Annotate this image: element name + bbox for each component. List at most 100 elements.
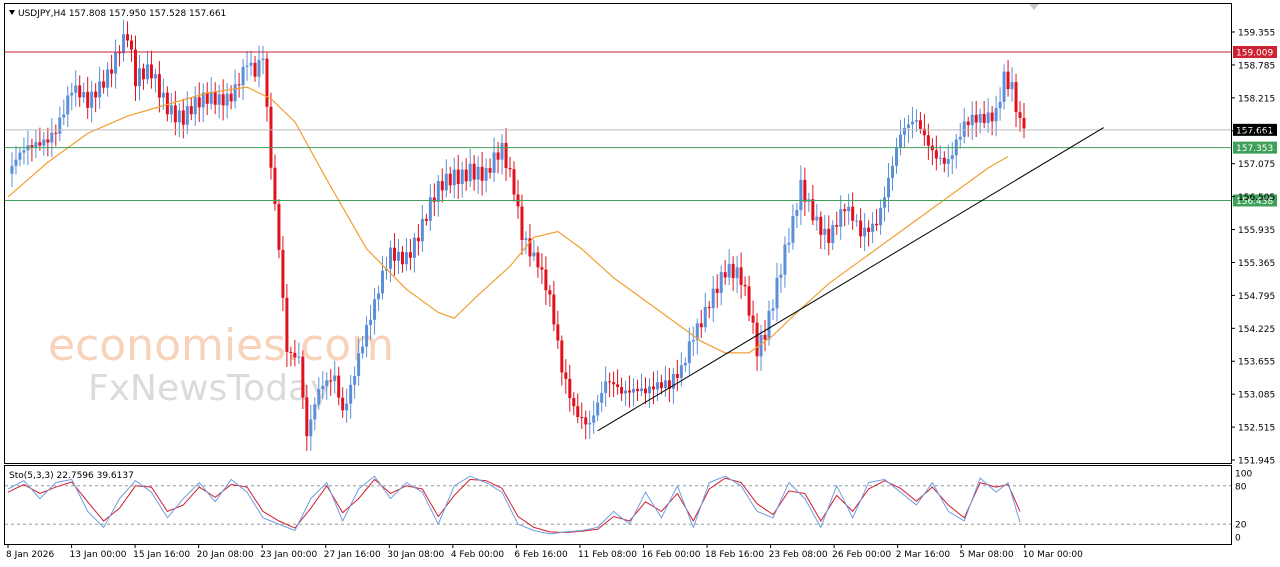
bull-candle bbox=[321, 386, 325, 390]
watermark-fxnewstoday: FxNewsToday bbox=[88, 368, 331, 409]
bull-candle bbox=[596, 402, 600, 416]
y-tick-label: 155.935 bbox=[1238, 226, 1275, 236]
y-tick-label: 157.075 bbox=[1238, 160, 1275, 170]
stoch-main-line bbox=[7, 475, 1021, 535]
bear-candle bbox=[739, 267, 743, 285]
bull-candle bbox=[428, 197, 432, 221]
bear-candle bbox=[715, 288, 719, 293]
bear-candle bbox=[966, 121, 970, 126]
bear-candle bbox=[508, 167, 512, 170]
bull-candle bbox=[711, 288, 715, 309]
bear-candle bbox=[743, 284, 747, 287]
bull-candle bbox=[345, 403, 349, 411]
stoch-tick-label: 0 bbox=[1235, 534, 1241, 544]
bear-candle bbox=[440, 181, 444, 191]
bull-candle bbox=[333, 375, 337, 381]
bull-candle bbox=[759, 334, 763, 357]
bear-candle bbox=[273, 167, 277, 205]
bear-candle bbox=[400, 251, 404, 265]
bear-candle bbox=[301, 356, 305, 398]
bear-candle bbox=[277, 204, 281, 250]
bear-candle bbox=[46, 139, 50, 143]
bull-candle bbox=[22, 150, 26, 153]
bull-candle bbox=[34, 142, 38, 148]
bull-candle bbox=[388, 247, 392, 269]
bear-candle bbox=[181, 110, 185, 125]
bear-candle bbox=[265, 58, 269, 107]
y-tick-label: 159.355 bbox=[1238, 29, 1275, 39]
bear-candle bbox=[811, 199, 815, 221]
symbol-header: USDJPY,H4 157.808 157.950 157.528 157.66… bbox=[18, 9, 226, 19]
bear-candle bbox=[1018, 112, 1022, 118]
support-level-label: 156.438 bbox=[1236, 197, 1273, 207]
bull-candle bbox=[767, 310, 771, 340]
bull-candle bbox=[883, 197, 887, 208]
bear-candle bbox=[512, 169, 516, 195]
bull-candle bbox=[938, 157, 942, 159]
bear-candle bbox=[659, 382, 663, 389]
bull-candle bbox=[895, 148, 899, 166]
bull-candle bbox=[460, 169, 464, 184]
bull-candle bbox=[309, 419, 313, 437]
bull-candle bbox=[906, 124, 910, 128]
bull-candle bbox=[257, 60, 261, 77]
main-panel-frame bbox=[4, 3, 1232, 464]
symbol-dropdown-icon[interactable] bbox=[9, 10, 15, 15]
bear-candle bbox=[86, 91, 90, 108]
bull-candle bbox=[313, 404, 317, 420]
bear-candle bbox=[289, 351, 293, 353]
bull-candle bbox=[106, 69, 110, 88]
y-tick-label: 155.365 bbox=[1238, 259, 1275, 269]
bear-candle bbox=[237, 84, 241, 86]
bull-candle bbox=[986, 112, 990, 123]
bull-candle bbox=[902, 127, 906, 135]
bear-candle bbox=[341, 397, 345, 411]
bear-candle bbox=[221, 94, 225, 106]
bull-candle bbox=[600, 392, 604, 403]
bear-candle bbox=[568, 378, 572, 399]
bear-candle bbox=[636, 388, 640, 392]
x-tick-label: 23 Jan 00:00 bbox=[260, 550, 317, 560]
bull-candle bbox=[353, 376, 357, 385]
bear-candle bbox=[755, 322, 759, 357]
bear-candle bbox=[608, 381, 612, 383]
bull-candle bbox=[727, 263, 731, 278]
bear-candle bbox=[520, 206, 524, 240]
chart-shift-marker[interactable] bbox=[1029, 4, 1039, 10]
bull-candle bbox=[145, 64, 149, 80]
bear-candle bbox=[747, 286, 751, 316]
stoch-tick-label: 100 bbox=[1235, 470, 1252, 480]
stoch-signal-line bbox=[7, 477, 1021, 534]
bull-candle bbox=[671, 374, 675, 389]
bull-candle bbox=[978, 114, 982, 123]
bull-candle bbox=[683, 362, 687, 366]
support-trendline[interactable] bbox=[597, 127, 1104, 432]
bull-candle bbox=[1010, 82, 1014, 90]
bear-candle bbox=[552, 294, 556, 325]
bear-candle bbox=[157, 74, 161, 98]
bull-candle bbox=[42, 139, 46, 146]
y-tick-label: 153.655 bbox=[1238, 358, 1275, 368]
x-tick-label: 26 Feb 00:00 bbox=[832, 550, 891, 560]
bull-candle bbox=[962, 121, 966, 137]
x-tick-label: 27 Jan 16:00 bbox=[324, 550, 381, 560]
bull-candle bbox=[70, 92, 74, 96]
bull-candle bbox=[201, 92, 205, 108]
bear-candle bbox=[926, 135, 930, 146]
bear-candle bbox=[528, 238, 532, 257]
bull-candle bbox=[153, 74, 157, 79]
x-tick-label: 15 Jan 16:00 bbox=[133, 550, 190, 560]
bull-candle bbox=[365, 325, 369, 347]
current-level-label: 157.661 bbox=[1236, 126, 1273, 136]
bull-candle bbox=[177, 110, 181, 123]
bull-candle bbox=[831, 225, 835, 244]
bear-candle bbox=[580, 417, 584, 419]
bear-candle bbox=[408, 252, 412, 258]
bull-candle bbox=[436, 181, 440, 202]
bull-candle bbox=[10, 165, 14, 174]
bull-candle bbox=[317, 389, 321, 405]
bull-candle bbox=[839, 209, 843, 227]
x-tick-label: 13 Jan 00:00 bbox=[70, 550, 127, 560]
